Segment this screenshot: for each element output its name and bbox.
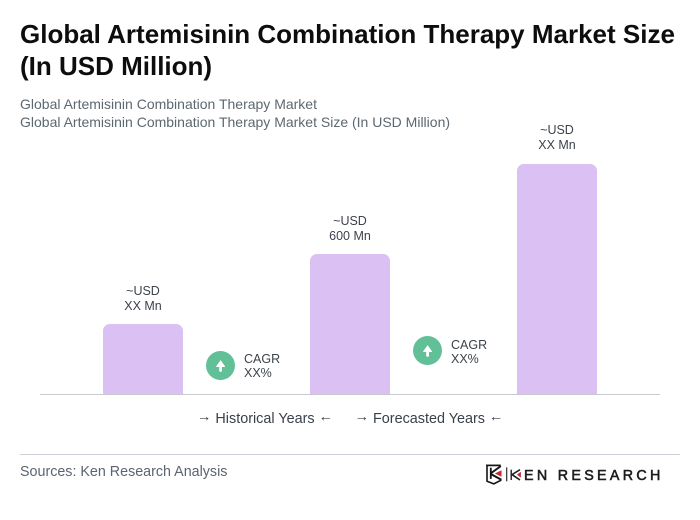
svg-text:EN RESEARCH: EN RESEARCH xyxy=(524,468,664,484)
